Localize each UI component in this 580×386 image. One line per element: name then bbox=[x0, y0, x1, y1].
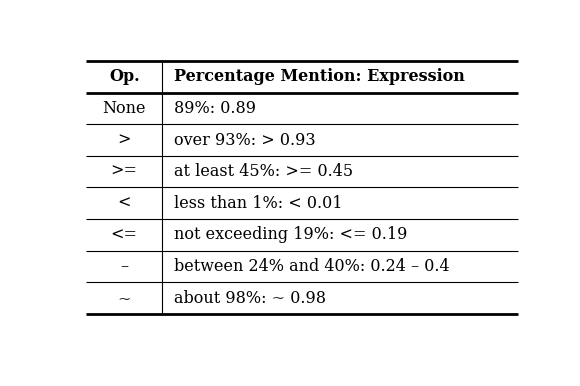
Text: >: > bbox=[117, 132, 131, 149]
Text: about 98%: ~ 0.98: about 98%: ~ 0.98 bbox=[173, 290, 325, 306]
Text: over 93%: > 0.93: over 93%: > 0.93 bbox=[173, 132, 316, 149]
Text: ~: ~ bbox=[117, 290, 131, 306]
Text: <=: <= bbox=[111, 226, 137, 243]
Text: >=: >= bbox=[111, 163, 137, 180]
Text: between 24% and 40%: 0.24 – 0.4: between 24% and 40%: 0.24 – 0.4 bbox=[173, 258, 450, 275]
Text: less than 1%: < 0.01: less than 1%: < 0.01 bbox=[173, 195, 342, 212]
Text: Percentage Mention: Expression: Percentage Mention: Expression bbox=[173, 68, 465, 85]
Text: 89%: 0.89: 89%: 0.89 bbox=[173, 100, 256, 117]
Text: not exceeding 19%: <= 0.19: not exceeding 19%: <= 0.19 bbox=[173, 226, 407, 243]
Text: None: None bbox=[103, 100, 146, 117]
Text: Op.: Op. bbox=[109, 68, 140, 85]
Text: –: – bbox=[120, 258, 128, 275]
Text: <: < bbox=[117, 195, 131, 212]
Text: at least 45%: >= 0.45: at least 45%: >= 0.45 bbox=[173, 163, 353, 180]
